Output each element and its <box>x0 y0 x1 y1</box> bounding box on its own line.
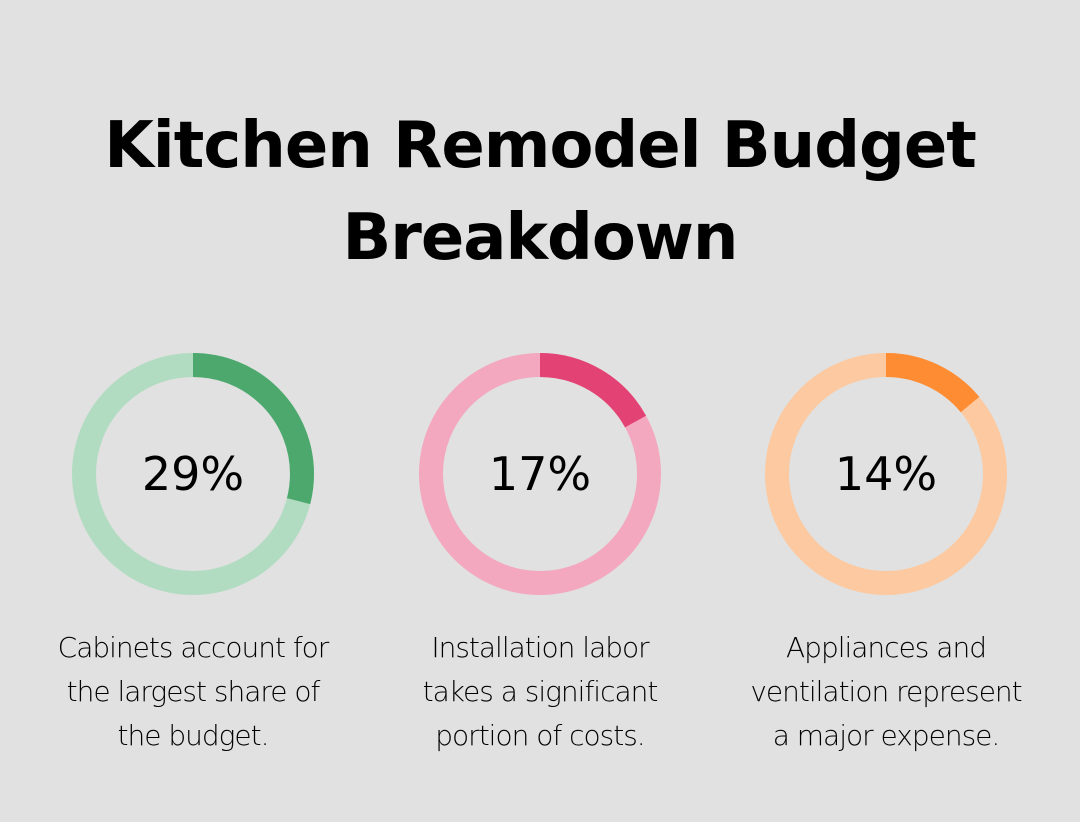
desc-line: a major expense. <box>772 719 1001 752</box>
desc-line: portion of costs. <box>435 719 645 752</box>
desc-line: takes a significant <box>422 675 659 708</box>
percentage-value: 29% <box>141 447 245 501</box>
card-description: Cabinets account for the largest share o… <box>27 626 359 758</box>
donut-value-arc <box>765 353 1007 595</box>
title-line-2: Breakdown <box>342 201 739 275</box>
desc-line: ventilation represent <box>750 675 1022 708</box>
donut-chart-cabinets <box>72 353 314 595</box>
desc-line: the budget. <box>117 719 269 752</box>
donut-chart-appliances <box>765 353 1007 595</box>
card-description: Installation labor takes a significant p… <box>374 626 706 758</box>
donut-chart-installation <box>419 353 661 595</box>
title-line-1: Kitchen Remodel Budget <box>104 109 977 183</box>
card-description: Appliances and ventilation represent a m… <box>720 626 1052 758</box>
desc-line: the largest share of <box>66 675 321 708</box>
donut-value-arc <box>72 353 314 595</box>
desc-line: Cabinets account for <box>57 631 330 664</box>
desc-line: Installation labor <box>431 631 649 664</box>
percentage-value: 17% <box>488 447 592 501</box>
percentage-value: 14% <box>834 447 938 501</box>
desc-line: Appliances and <box>786 631 987 664</box>
page-title: Kitchen Remodel Budget Breakdown <box>0 100 1080 284</box>
donut-value-arc <box>419 353 661 595</box>
